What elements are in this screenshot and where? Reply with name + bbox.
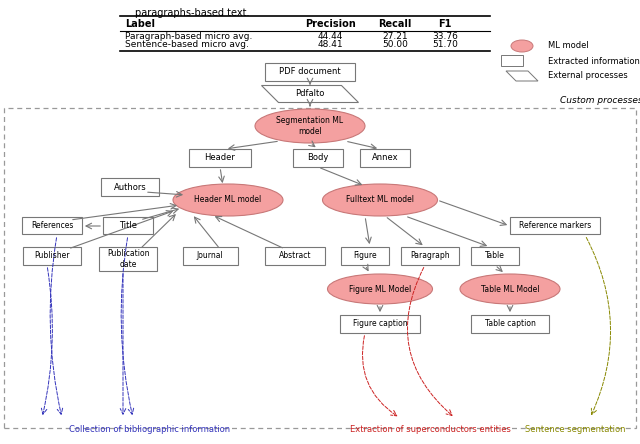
Text: References: References [31,222,73,230]
Text: Table: Table [485,251,505,261]
Text: 48.41: 48.41 [317,40,343,49]
Text: Annex: Annex [372,154,398,163]
Text: Table caption: Table caption [484,320,536,329]
FancyBboxPatch shape [265,63,355,81]
Polygon shape [506,71,538,81]
Text: Extracted information: Extracted information [548,56,640,66]
FancyBboxPatch shape [360,149,410,167]
Text: 33.76: 33.76 [432,32,458,41]
Text: paragraphs-based text.: paragraphs-based text. [135,8,250,18]
Text: Figure caption: Figure caption [353,320,407,329]
FancyBboxPatch shape [401,247,459,265]
FancyBboxPatch shape [510,218,600,234]
FancyBboxPatch shape [99,247,157,271]
FancyBboxPatch shape [23,247,81,265]
FancyBboxPatch shape [471,315,549,333]
Polygon shape [262,86,358,103]
Text: Header: Header [205,154,236,163]
FancyBboxPatch shape [189,149,251,167]
Text: External processes: External processes [548,71,628,80]
Ellipse shape [173,184,283,216]
Text: F1: F1 [438,19,452,29]
FancyBboxPatch shape [22,218,82,234]
FancyBboxPatch shape [103,218,153,234]
FancyBboxPatch shape [293,149,343,167]
Text: Figure: Figure [353,251,377,261]
Text: Figure ML Model: Figure ML Model [349,285,411,293]
Text: Authors: Authors [114,182,147,191]
FancyBboxPatch shape [101,178,159,196]
Text: Journal: Journal [196,251,223,261]
Ellipse shape [328,274,433,304]
Text: 44.44: 44.44 [317,32,342,41]
Text: 51.70: 51.70 [432,40,458,49]
Text: Extraction of superconductors entities: Extraction of superconductors entities [349,425,511,435]
FancyBboxPatch shape [265,247,325,265]
FancyBboxPatch shape [501,56,523,67]
Text: Reference markers: Reference markers [519,222,591,230]
Text: Paragraph: Paragraph [410,251,450,261]
FancyBboxPatch shape [340,315,420,333]
Text: Table ML Model: Table ML Model [481,285,540,293]
Text: Sentence-based micro avg.: Sentence-based micro avg. [125,40,249,49]
Text: Body: Body [307,154,329,163]
Text: Fulltext ML model: Fulltext ML model [346,195,414,205]
Text: Publisher: Publisher [35,251,70,261]
Ellipse shape [255,109,365,143]
Text: Collection of bibliographic information: Collection of bibliographic information [69,425,230,435]
FancyBboxPatch shape [471,247,519,265]
Text: PDF document: PDF document [279,67,341,76]
Text: Custom processes: Custom processes [560,96,640,105]
Ellipse shape [323,184,438,216]
Bar [4,108,636,428]
Text: 50.00: 50.00 [382,40,408,49]
Text: Publication
date: Publication date [107,249,149,269]
FancyBboxPatch shape [182,247,237,265]
Text: Precision: Precision [305,19,355,29]
Ellipse shape [460,274,560,304]
Text: Title: Title [119,222,137,230]
Text: Pdfalto: Pdfalto [295,90,324,99]
Text: Header ML model: Header ML model [195,195,262,205]
Text: Segmentation ML
model: Segmentation ML model [276,116,344,136]
FancyBboxPatch shape [341,247,389,265]
Text: 27.21: 27.21 [382,32,408,41]
Text: Label: Label [125,19,155,29]
Ellipse shape [511,40,533,52]
Text: Sentence segmentation: Sentence segmentation [525,425,625,435]
Text: ML model: ML model [548,41,589,51]
Text: Paragraph-based micro avg.: Paragraph-based micro avg. [125,32,252,41]
Text: Recall: Recall [378,19,412,29]
Text: Abstract: Abstract [279,251,311,261]
